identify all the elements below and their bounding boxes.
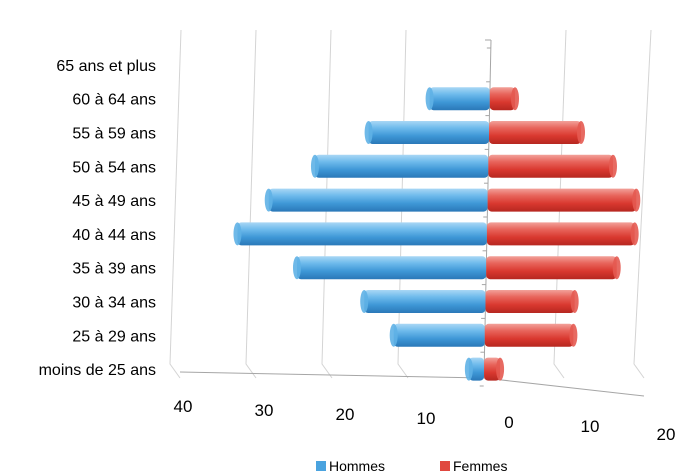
- hommes-bar: [368, 121, 490, 144]
- gridline: [321, 29, 333, 379]
- hommes-bar: [364, 290, 486, 313]
- hommes-bar: [429, 87, 490, 111]
- bars: [233, 87, 641, 381]
- hommes-bar-cap: [292, 256, 301, 280]
- category-label: 25 à 29 ans: [72, 328, 156, 345]
- category-label: 60 à 64 ans: [72, 92, 156, 109]
- floor-edge-right: [483, 377, 645, 397]
- femmes-bar-cap: [510, 87, 519, 111]
- floor-edge-left: [179, 371, 485, 379]
- femmes-bar-cap: [577, 121, 586, 144]
- category-label: 50 à 54 ans: [72, 159, 156, 176]
- hommes-bar-cap: [389, 323, 398, 347]
- category-label: 30 à 34 ans: [72, 295, 156, 312]
- legend-swatch: [316, 461, 326, 471]
- hommes-bar: [393, 323, 485, 347]
- hommes-bar-cap: [360, 290, 369, 313]
- hommes-bar: [314, 154, 489, 178]
- category-label: moins de 25 ans: [39, 362, 156, 379]
- legend-label: Femmes: [453, 458, 507, 474]
- category-label: 35 à 39 ans: [72, 261, 156, 278]
- category-label: 55 à 59 ans: [72, 126, 156, 143]
- hommes-bar-cap: [310, 154, 319, 178]
- gridline: [245, 29, 257, 379]
- femmes-bar: [488, 154, 613, 178]
- x-tick-labels: 40 30 20 10 0 10 20: [174, 397, 676, 444]
- legend: Hommes Femmes: [316, 458, 507, 474]
- femmes-bar-cap: [570, 290, 579, 313]
- x-tick-label: 0: [504, 413, 513, 432]
- hommes-bar-cap: [233, 222, 242, 246]
- legend-label: Hommes: [329, 458, 385, 474]
- x-tick-label: 40: [174, 397, 193, 416]
- x-tick-label: 30: [255, 401, 274, 420]
- femmes-bar: [486, 222, 635, 246]
- femmes-bar: [484, 323, 574, 347]
- femmes-bar: [485, 290, 575, 313]
- hommes-bar-cap: [464, 357, 473, 381]
- category-label: 45 à 49 ans: [72, 193, 156, 210]
- femmes-bar-cap: [608, 154, 617, 178]
- femmes-bar: [489, 121, 582, 144]
- category-labels: moins de 25 ans 25 à 29 ans 30 à 34 ans 35 …: [39, 58, 156, 379]
- gridline: [633, 29, 652, 379]
- x-tick-label: 10: [417, 409, 436, 428]
- femmes-bar-cap: [496, 357, 505, 381]
- x-tick-label: 20: [336, 405, 355, 424]
- hommes-bar: [468, 357, 485, 381]
- femmes-bar: [487, 188, 637, 212]
- hommes-bar-cap: [264, 188, 273, 212]
- femmes-bar-cap: [612, 256, 621, 280]
- femmes-bar: [484, 357, 501, 381]
- femmes-bar: [486, 256, 617, 280]
- category-label: 40 à 44 ans: [72, 227, 156, 244]
- femmes-bar-cap: [632, 188, 641, 212]
- hommes-bar-cap: [425, 87, 434, 111]
- category-label: 65 ans et plus: [56, 58, 156, 75]
- legend-swatch: [440, 461, 450, 471]
- femmes-bar: [489, 87, 515, 111]
- x-tick-label: 20: [657, 425, 676, 444]
- femmes-bar-cap: [630, 222, 639, 246]
- femmes-bar-cap: [569, 323, 578, 347]
- hommes-bar: [296, 256, 487, 280]
- gridline: [169, 29, 182, 379]
- x-tick-label: 10: [581, 417, 600, 436]
- hommes-bar: [268, 188, 488, 212]
- hommes-bar-cap: [364, 121, 373, 144]
- hommes-bar: [237, 222, 487, 246]
